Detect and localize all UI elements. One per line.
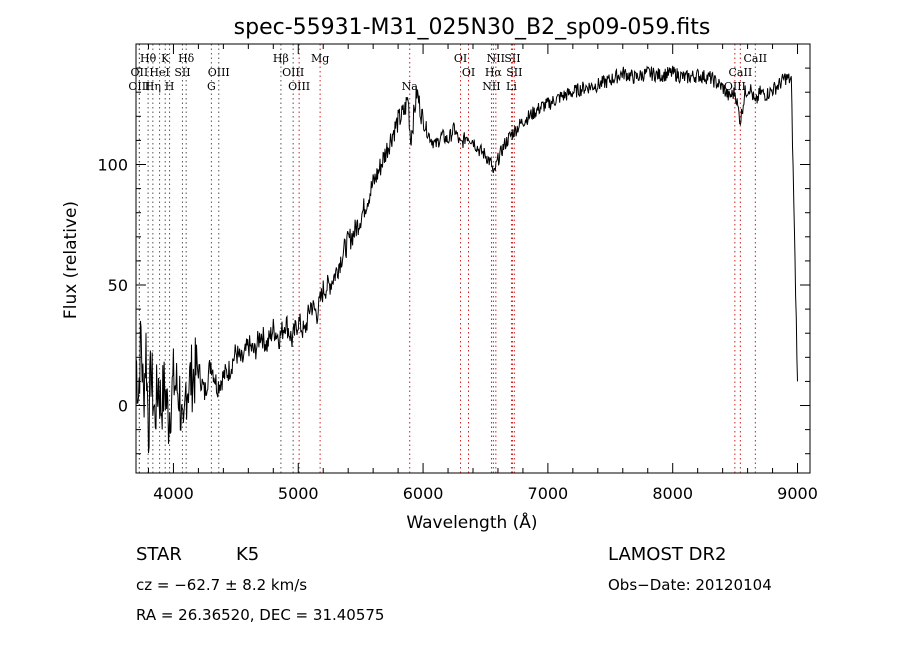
line-label: Hη <box>145 80 161 93</box>
line-label: Hδ <box>178 52 195 65</box>
spectral-subclass: K5 <box>236 544 259 565</box>
spectral-line-markers <box>138 44 756 473</box>
line-label: NII <box>487 52 505 65</box>
line-label: OIII <box>282 66 304 79</box>
line-label: G <box>207 80 216 93</box>
line-label: OIII <box>724 80 746 93</box>
line-label: OI <box>454 52 467 65</box>
y-axis-label: Flux (relative) <box>61 201 81 319</box>
line-label: CaII <box>743 52 767 65</box>
line-label: OIII <box>128 80 150 93</box>
axis-tick-labels: 4000 5000 6000 7000 8000 9000 0 50 100 <box>97 156 817 503</box>
line-label: NII <box>482 80 500 93</box>
line-label: SII <box>504 52 520 65</box>
chart-title: spec-55931-M31_025N30_B2_sp09-059.fits <box>234 15 711 40</box>
line-label: Li <box>506 80 517 93</box>
line-label: Mg <box>311 52 329 65</box>
object-class: STAR <box>136 544 182 565</box>
line-label: Hα <box>485 66 503 79</box>
line-label: K <box>161 52 170 65</box>
x-axis-label: Wavelength (Å) <box>406 511 537 533</box>
y-tick-label: 50 <box>108 276 128 295</box>
sky-coordinates: RA = 26.36520, DEC = 31.40575 <box>136 606 384 624</box>
axis-ticks <box>136 44 810 473</box>
redshift-velocity: cz = −62.7 ± 8.2 km/s <box>136 576 307 594</box>
line-label: CaII <box>729 66 753 79</box>
spectrum-series-line <box>135 65 798 454</box>
x-tick-label: 6000 <box>403 484 444 503</box>
line-label: OI <box>462 66 475 79</box>
y-tick-label: 100 <box>97 156 128 175</box>
line-label: HeI <box>149 66 169 79</box>
observation-date: Obs−Date: 20120104 <box>608 576 772 594</box>
x-tick-label: 5000 <box>278 484 319 503</box>
x-tick-label: 7000 <box>528 484 569 503</box>
line-label: OIII <box>208 66 230 79</box>
line-label: OII <box>131 66 149 79</box>
x-tick-label: 4000 <box>153 484 194 503</box>
line-label: SII <box>506 66 522 79</box>
y-tick-label: 0 <box>118 397 128 416</box>
line-label: OIII <box>288 80 310 93</box>
survey-name: LAMOST DR2 <box>608 544 726 565</box>
line-label: Hβ <box>273 52 289 65</box>
line-label: H <box>165 80 175 93</box>
line-label: Hθ <box>140 52 157 65</box>
line-label: SII <box>174 66 190 79</box>
x-tick-label: 8000 <box>652 484 693 503</box>
line-label: Na <box>402 80 419 93</box>
x-tick-label: 9000 <box>777 484 818 503</box>
plot-frame <box>135 43 811 474</box>
